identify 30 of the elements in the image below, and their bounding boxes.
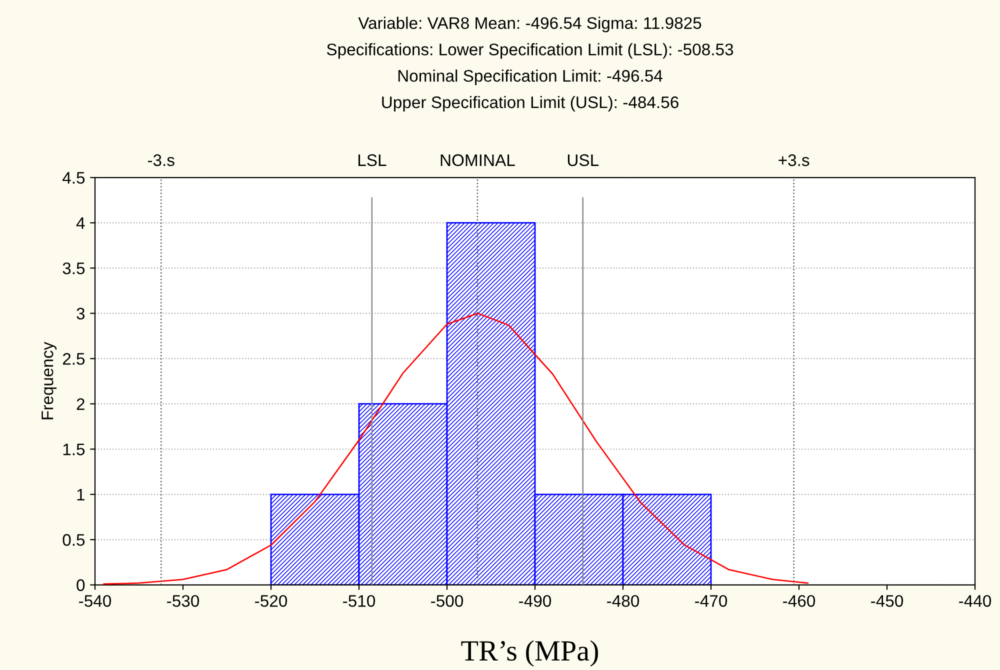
y-tick-label: 1.5 [63,444,85,456]
y-tick-label: 2.5 [62,353,85,365]
x-tick-label: -520 [255,595,288,607]
y-tick-label: 0.5 [62,534,85,546]
y-tick-label: 3.5 [62,262,85,274]
x-tick-label: -490 [519,595,552,607]
x-axis-title: TR’s (MPa) [461,640,598,667]
y-tick-label: 1 [77,488,84,500]
x-tick-label: -480 [607,595,640,607]
x-tick-label: -510 [343,595,376,607]
ref-line-label: -3.s [148,154,174,166]
ref-line-label: +3.s [778,154,810,166]
x-tick-label: -530 [167,595,200,607]
line-series [103,312,808,585]
y-axis-title: Frequency [42,342,57,420]
ref-line-label: USL [568,154,599,166]
x-tick-label: -540 [79,595,112,607]
chart-title: Variable: VAR8 Mean: -496.54 Sigma: 11.9825 Specifications: Lower Specification Limit (LSL): -508.53 Nominal Specification Limit: -496.54 Upper Specification Limit (USL): -484.56 [326,16,734,112]
x-tick-label: -440 [959,595,992,607]
x-tick-label: -470 [695,595,728,607]
y-tick-label: 4.5 [62,172,85,184]
y-tick-label: 0 [76,579,85,592]
y-tick-label: 2 [76,398,84,410]
ref-line-label: NOMINAL [440,154,515,166]
y-tick-label: 4 [76,217,85,229]
ref-line-label: LSL [358,154,386,166]
x-tick-label: -450 [871,595,904,607]
x-tick-label: -460 [783,595,816,607]
x-tick-label: -500 [431,595,464,607]
y-tick-label: 3 [76,308,85,320]
